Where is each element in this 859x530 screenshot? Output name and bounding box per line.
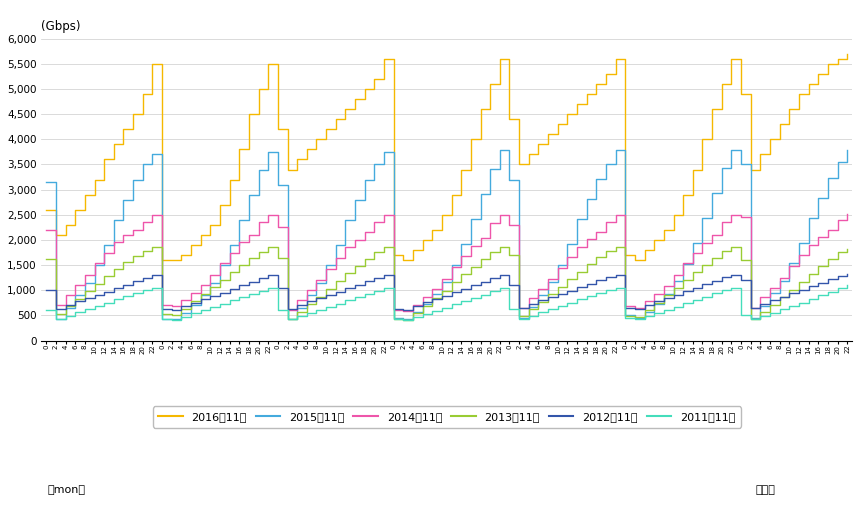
2013年11月: [456, 271, 466, 278]
2015年11月: [495, 147, 505, 154]
Text: （時）: （時）: [756, 485, 776, 495]
Legend: 2016年11月, 2015年11月, 2014年11月, 2013年11月, 2012年11月, 2011年11月: 2016年11月, 2015年11月, 2014年11月, 2013年11月, …: [153, 407, 740, 428]
2015年11月: [408, 309, 418, 315]
2012年11月: [698, 281, 708, 287]
Line: 2013年11月: 2013年11月: [46, 248, 847, 320]
2012年11月: [842, 271, 852, 277]
2012年11月: [659, 295, 669, 301]
2011年11月: [698, 294, 708, 300]
2016年11月: [659, 227, 669, 233]
2013年11月: [51, 311, 61, 317]
Line: 2014年11月: 2014年11月: [46, 214, 847, 312]
2016年11月: [408, 247, 418, 253]
2011年11月: [842, 282, 852, 288]
2014年11月: [399, 308, 409, 315]
2013年11月: [417, 303, 428, 309]
2013年11月: [147, 244, 157, 251]
2015年11月: [668, 278, 679, 285]
Line: 2015年11月: 2015年11月: [46, 151, 847, 320]
2011年11月: [399, 317, 409, 323]
Text: (Gbps): (Gbps): [41, 20, 81, 33]
2012年11月: [447, 289, 457, 296]
2016年11月: [51, 232, 61, 238]
2016年11月: [157, 257, 168, 263]
2011年11月: [89, 303, 100, 310]
Line: 2011年11月: 2011年11月: [46, 285, 847, 320]
2011年11月: [447, 301, 457, 307]
2016年11月: [698, 136, 708, 143]
2011年11月: [51, 316, 61, 322]
2015年11月: [167, 316, 177, 323]
2014年11月: [842, 210, 852, 217]
Text: （mon）: （mon）: [48, 485, 86, 495]
2012年11月: [167, 307, 177, 314]
2015年11月: [41, 179, 52, 186]
2016年11月: [89, 176, 100, 183]
2013年11月: [41, 256, 52, 262]
2012年11月: [408, 303, 418, 310]
2015年11月: [842, 147, 852, 154]
2011年11月: [41, 307, 52, 314]
2012年11月: [41, 287, 52, 294]
2011年11月: [659, 307, 669, 313]
2016年11月: [447, 191, 457, 198]
2015年11月: [707, 190, 717, 196]
Line: 2012年11月: 2012年11月: [46, 274, 847, 311]
2016年11月: [842, 51, 852, 57]
2013年11月: [668, 285, 679, 292]
2011年11月: [408, 314, 418, 320]
2013年11月: [89, 281, 100, 287]
2013年11月: [399, 316, 409, 323]
2014年11月: [447, 263, 457, 270]
2015年11月: [51, 316, 61, 322]
2015年11月: [89, 262, 100, 268]
2016年11月: [41, 207, 52, 213]
2014年11月: [698, 240, 708, 246]
2014年11月: [408, 302, 418, 308]
Line: 2016年11月: 2016年11月: [46, 54, 847, 260]
2014年11月: [89, 259, 100, 266]
2015年11月: [447, 261, 457, 268]
2014年11月: [659, 282, 669, 289]
2012年11月: [89, 292, 100, 298]
2013年11月: [842, 246, 852, 252]
2012年11月: [51, 306, 61, 313]
2013年11月: [707, 254, 717, 261]
2014年11月: [41, 227, 52, 233]
2014年11月: [51, 302, 61, 308]
